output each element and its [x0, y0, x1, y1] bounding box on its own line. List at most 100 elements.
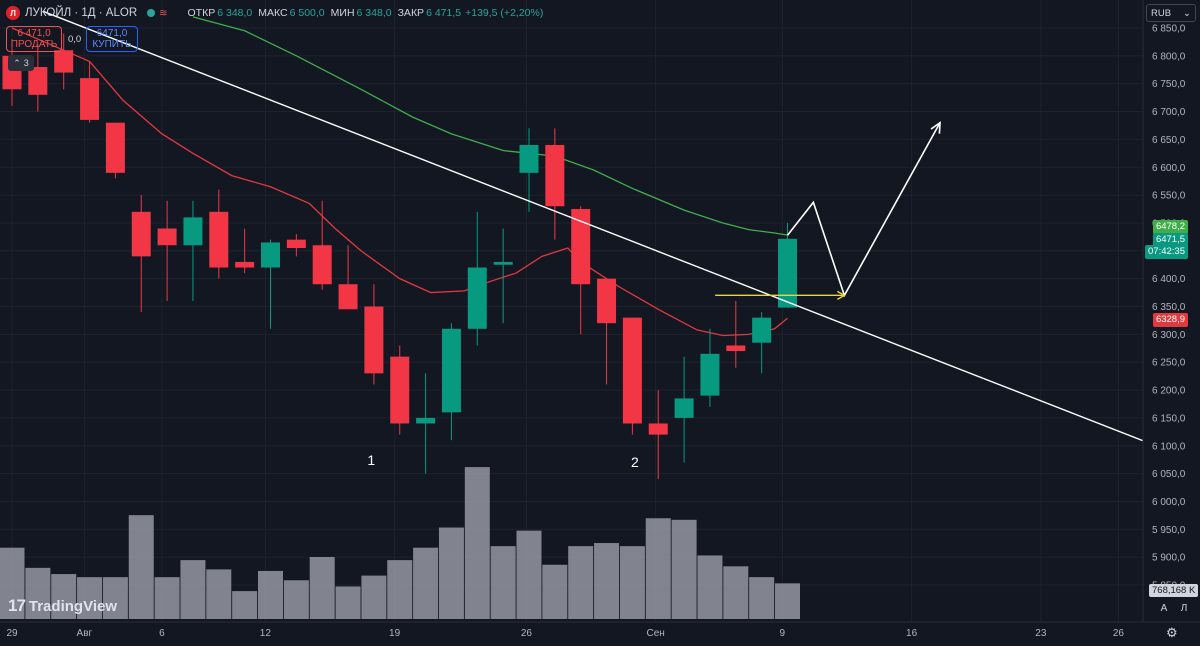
lukoil-logo[interactable]: Л [6, 6, 20, 20]
price-tick-label: 6 700,0 [1152, 107, 1186, 118]
auto-scale-button[interactable]: A [1160, 602, 1168, 614]
volume-bar [438, 527, 464, 619]
buy-price: 6471,0 [96, 28, 128, 39]
volume-bar [671, 519, 697, 619]
volume-bar [516, 530, 542, 619]
candle-body [752, 317, 772, 343]
close-label: ЗАКР [397, 7, 425, 19]
low-value: 6 348,0 [356, 7, 392, 19]
target-arrowhead [837, 290, 846, 300]
price-axis-bg [1143, 0, 1200, 622]
ma-green-price-tag: 6478,2 [1152, 220, 1188, 234]
candle-body [571, 209, 591, 285]
high-value: 6 500,0 [289, 7, 325, 19]
volume-bar [102, 577, 128, 619]
sell-button[interactable]: 6 471,0 ПРОДАТЬ [6, 26, 62, 52]
price-tick-label: 6 350,0 [1152, 302, 1186, 313]
volume-bar [723, 566, 749, 619]
candle-body [726, 345, 746, 352]
buy-button[interactable]: 6471,0 КУПИТЬ [86, 26, 138, 52]
time-tick-label: 9 [780, 628, 786, 639]
watermark-text: TradingView [28, 597, 118, 615]
candle-body [519, 144, 539, 173]
time-tick-label: 12 [260, 628, 272, 639]
candle-body [54, 50, 74, 73]
symbol-title[interactable]: ЛУКОЙЛ · 1Д · ALOR [25, 7, 138, 19]
candle-body [778, 238, 797, 308]
chevron-down-icon: ⌄ [1183, 7, 1191, 19]
volume-bar [232, 591, 258, 619]
drawings[interactable] [42, 10, 1171, 452]
volume-value-tag: 768,168 K [1149, 584, 1199, 597]
price-tick-label: 6 550,0 [1152, 191, 1186, 202]
open-label: ОТКР [187, 7, 216, 19]
candle-body [545, 144, 565, 207]
candle-body [622, 317, 642, 424]
wave-icon: ≋ [159, 7, 168, 19]
candle-body [286, 239, 306, 249]
volume-bar [361, 575, 387, 619]
currency-select[interactable]: RUB ⌄ [1146, 4, 1196, 22]
volume-bar [413, 547, 439, 619]
low-label: МИН [330, 7, 355, 19]
time-tick-label: 26 [1113, 628, 1125, 639]
candle-body [390, 356, 410, 424]
price-tick-label: 6 850,0 [1152, 24, 1186, 35]
volume-bar [464, 467, 490, 619]
candle-body [312, 245, 332, 285]
log-scale-button[interactable]: Л [1180, 602, 1188, 614]
price-axis[interactable]: 6 850,0 6 800,0 6 750,0 6 700,0 6 650,0 6 600… [1142, 0, 1200, 622]
time-tick-label: 26 [521, 628, 533, 639]
volume-bar [749, 577, 775, 619]
currency-label: RUB [1151, 7, 1172, 19]
price-tick-label: 5 950,0 [1152, 525, 1186, 536]
volume-bar [490, 546, 516, 619]
candle-body [157, 228, 177, 246]
candle-body [105, 122, 125, 173]
volume-bars [0, 467, 800, 619]
indicators-count: 3 [23, 58, 29, 68]
volume-bar [335, 586, 361, 619]
volume-bar [0, 547, 25, 619]
volume-bar [645, 518, 671, 619]
time-tick-label: 6 [159, 628, 165, 639]
price-tick-label: 6 600,0 [1152, 163, 1186, 174]
time-axis[interactable]: 29 Авг 6 12 19 26 Сен 9 16 23 26 [0, 621, 1200, 639]
time-tick-label: Авг [77, 628, 93, 639]
price-tick-label: 6 200,0 [1152, 386, 1186, 397]
volume-bar [258, 570, 283, 619]
ma-red-price-tag: 6328,9 [1152, 313, 1188, 327]
time-tick-label: 23 [1035, 628, 1047, 639]
open-value: 6 348,0 [217, 7, 253, 19]
volume-bar [309, 557, 335, 619]
candle-body [28, 66, 48, 95]
grid-lines [0, 0, 1143, 622]
wave-label-2: 2 [630, 454, 639, 471]
volume-bar [775, 583, 800, 619]
sell-price: 6 471,0 [17, 28, 51, 39]
price-tick-label: 6 250,0 [1152, 358, 1186, 369]
sell-label: ПРОДАТЬ [10, 39, 58, 50]
close-value: 6 471,5 [426, 7, 462, 19]
projection-arrowhead [930, 121, 941, 134]
candle-body [441, 328, 461, 413]
volume-bar [387, 560, 413, 619]
symbol-header: Л ЛУКОЙЛ · 1Д · ALOR ≋ ОТКР 6 348,0 МАКС 6… [0, 0, 543, 26]
chevron-up-icon: ⌃ [13, 57, 21, 68]
indicators-toggle[interactable]: ⌃ 3 [8, 55, 34, 71]
volume-bar [542, 564, 568, 619]
volume-bar [154, 577, 180, 619]
volume-bar [568, 546, 594, 619]
high-label: МАКС [258, 7, 288, 19]
candle-body [131, 211, 151, 257]
volume-bar [51, 574, 77, 619]
candle-body [261, 242, 280, 268]
price-tick-label: 6 150,0 [1152, 413, 1186, 424]
volume-bar [77, 577, 103, 619]
settings-gear-icon[interactable]: ⚙ [1166, 625, 1178, 640]
time-tick-label: 19 [389, 628, 401, 639]
price-tick-label: 6 300,0 [1152, 330, 1186, 341]
candle-body [467, 267, 487, 329]
candle-body [235, 261, 255, 268]
